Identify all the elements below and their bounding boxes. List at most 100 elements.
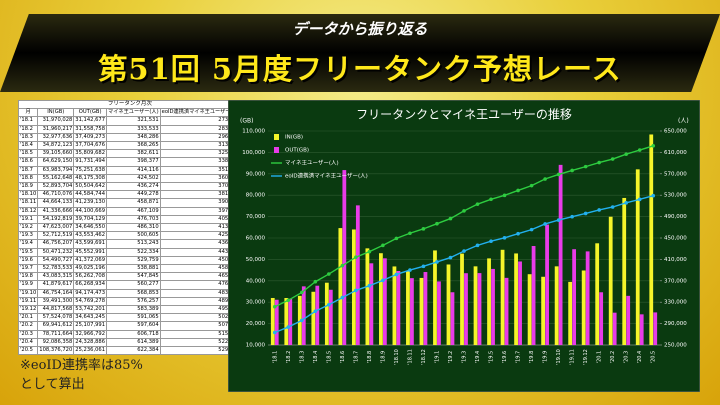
table-cell: 108,376,720 xyxy=(37,346,75,356)
table-cell: 458,871 xyxy=(106,198,161,208)
x-tick-label: '18.8 xyxy=(367,351,373,364)
legend-swatch xyxy=(274,134,279,140)
table-cell: 606,718 xyxy=(106,329,161,339)
y2-tick-label: 290,000 xyxy=(664,321,687,327)
x-tick-label: '19.3 xyxy=(462,351,468,364)
y-tick-label: 70,000 xyxy=(246,214,266,220)
table-cell: 46,710,076 xyxy=(37,190,75,200)
table-cell: 37,409,273 xyxy=(73,132,107,143)
marker xyxy=(637,197,642,202)
table-cell: '18.11 xyxy=(17,198,39,208)
table-cell: 37,704,676 xyxy=(73,141,107,151)
y2-tick-label: 530,000 xyxy=(664,193,687,199)
note-line: ※eoID連携率は85% xyxy=(20,358,143,373)
x-tick-label: '19.1 xyxy=(434,351,440,364)
y-tick-label: 90,000 xyxy=(246,171,266,177)
x-tick-label: '19.5 xyxy=(489,351,495,364)
marker xyxy=(421,264,426,269)
table-cell: 568,853 xyxy=(106,288,161,298)
table-cell: '19.12 xyxy=(17,305,39,315)
y-tick-label: 100,000 xyxy=(242,150,265,156)
bar xyxy=(581,270,586,345)
table-cell: 92,086,358 xyxy=(37,337,75,348)
chart-background xyxy=(228,100,700,392)
column-header: OUT(GB) xyxy=(73,108,107,118)
table-cell: 43,599,691 xyxy=(73,239,107,249)
table-cell: '19.8 xyxy=(17,272,39,282)
bar xyxy=(531,245,536,345)
x-tick-label: '18.3 xyxy=(299,351,305,364)
bar xyxy=(518,261,522,345)
bar xyxy=(342,170,347,345)
bar xyxy=(585,251,590,345)
y-tick-label: 60,000 xyxy=(246,236,266,242)
table-cell: 69,941,612 xyxy=(37,321,75,331)
table-cell: '18.6 xyxy=(17,157,39,167)
bar xyxy=(626,295,631,345)
table-cell: 348,286 xyxy=(106,132,161,143)
bar xyxy=(500,249,505,345)
y-tick-label: 10,000 xyxy=(246,343,266,349)
table-cell: '20.1 xyxy=(17,313,39,323)
table-cell: 54,769,278 xyxy=(73,296,107,307)
x-tick-label: '18.9 xyxy=(380,351,386,364)
y-tick-label: 110,000 xyxy=(242,129,265,135)
table-cell: '18.2 xyxy=(17,124,39,134)
table-cell: 55,162,648 xyxy=(37,173,75,184)
table-cell: '19.2 xyxy=(17,223,39,233)
bar xyxy=(473,266,478,345)
bar xyxy=(568,281,573,345)
table-cell: '20.3 xyxy=(17,329,39,339)
marker xyxy=(570,168,574,173)
bar xyxy=(315,285,320,345)
table-cell: '18.5 xyxy=(17,149,39,159)
marker xyxy=(651,193,656,198)
marker xyxy=(529,227,534,232)
chart-title: フリータンクとマイネ王ユーザーの推移 xyxy=(356,107,572,122)
marker xyxy=(448,255,453,260)
table-cell: 560,277 xyxy=(106,280,161,290)
x-tick-label: '19.8 xyxy=(529,351,535,364)
table-cell: 44,817,568 xyxy=(37,305,75,315)
table-cell: 486,310 xyxy=(106,223,161,233)
marker xyxy=(340,295,345,300)
table-cell: 54,490,727 xyxy=(37,255,75,266)
table-cell: 64,629,150 xyxy=(37,157,75,167)
table-cell: 44,584,744 xyxy=(73,190,107,200)
marker xyxy=(367,283,372,288)
bar xyxy=(284,298,289,345)
bar xyxy=(595,243,600,345)
bar xyxy=(396,270,401,345)
table-cell: 538,881 xyxy=(106,264,161,274)
marker xyxy=(327,272,331,276)
table-cell: '19.4 xyxy=(17,239,39,249)
y2-tick-label: 410,000 xyxy=(664,257,687,263)
bar xyxy=(504,277,509,345)
table-cell: 522,334 xyxy=(106,247,161,257)
x-tick-label: '18.5 xyxy=(326,351,332,364)
table-cell: '18.7 xyxy=(17,165,39,175)
table-cell: 44,100,669 xyxy=(73,206,107,216)
x-tick-label: '19.10 xyxy=(556,349,562,365)
table-cell: 35,809,682 xyxy=(73,149,107,159)
table-cell: '19.10 xyxy=(17,288,39,298)
legend-swatch xyxy=(274,147,279,153)
table-cell: 91,731,494 xyxy=(73,157,107,167)
table-cell: '19.11 xyxy=(17,296,39,307)
table-cell: 576,257 xyxy=(106,296,161,307)
bar xyxy=(653,312,658,345)
bar xyxy=(464,273,468,345)
bar xyxy=(328,289,333,345)
marker xyxy=(556,218,561,222)
bar xyxy=(406,270,410,345)
table-cell: 43,083,315 xyxy=(37,272,75,282)
table-cell: 56,262,708 xyxy=(73,272,107,282)
